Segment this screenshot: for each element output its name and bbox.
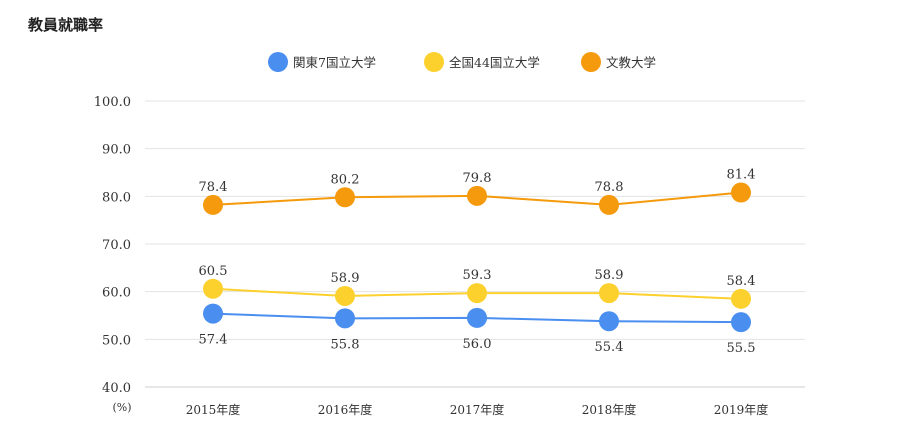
data-point <box>203 278 223 299</box>
data-label: 81.4 <box>727 168 756 183</box>
data-label: 55.5 <box>727 341 756 356</box>
data-point <box>467 307 487 328</box>
x-tick-label: 2015年度 <box>186 402 241 417</box>
data-label: 55.4 <box>595 340 624 355</box>
y-unit-label: (%) <box>112 401 131 414</box>
data-label: 59.3 <box>463 268 492 283</box>
chart-title: 教員就職率 <box>28 16 104 34</box>
y-tick-label: 100.0 <box>94 95 131 110</box>
data-point <box>335 308 355 329</box>
series-3: 78.4 80.2 79.8 78.8 81.4 <box>199 168 756 215</box>
data-label: 60.5 <box>199 264 228 279</box>
y-axis: 100.0 90.0 80.0 70.0 60.0 50.0 40.0 <box>94 95 131 396</box>
data-label: 56.0 <box>463 337 492 352</box>
series-2: 60.5 58.9 59.3 58.9 58.4 <box>199 264 756 309</box>
x-tick-label: 2017年度 <box>450 402 505 417</box>
y-tick-label: 50.0 <box>102 333 131 348</box>
x-tick-label: 2018年度 <box>582 402 637 417</box>
legend-marker <box>268 52 288 72</box>
data-label: 58.9 <box>595 268 624 283</box>
data-point <box>203 194 223 215</box>
legend-label: 全国44国立大学 <box>449 55 540 70</box>
x-axis: 2015年度 2016年度 2017年度 2018年度 2019年度 <box>186 402 769 417</box>
data-label: 55.8 <box>331 337 360 352</box>
data-point <box>599 194 619 215</box>
y-tick-label: 90.0 <box>102 143 131 158</box>
data-point <box>731 288 751 309</box>
data-point <box>335 285 355 306</box>
legend-label: 関東7国立大学 <box>293 55 376 70</box>
legend-label: 文教大学 <box>606 55 656 70</box>
y-tick-label: 80.0 <box>102 190 131 205</box>
data-point <box>335 187 355 208</box>
data-label: 57.4 <box>199 333 228 348</box>
data-point <box>467 283 487 304</box>
x-tick-label: 2019年度 <box>714 402 769 417</box>
data-label: 79.8 <box>463 171 492 186</box>
data-label: 80.2 <box>331 172 360 187</box>
data-point <box>203 303 223 324</box>
data-label: 78.4 <box>199 180 228 195</box>
data-point <box>599 283 619 304</box>
data-point <box>599 311 619 332</box>
data-label: 58.9 <box>331 271 360 286</box>
series-layer: 57.4 55.8 56.0 55.4 55.5 60.5 58.9 59.3 58.9 58.4… <box>199 168 756 357</box>
data-label: 78.8 <box>595 180 624 195</box>
x-tick-label: 2016年度 <box>318 402 373 417</box>
y-tick-label: 60.0 <box>102 286 131 301</box>
legend: 関東7国立大学 全国44国立大学 文教大学 <box>268 52 656 72</box>
data-point <box>731 182 751 203</box>
data-point <box>467 185 487 206</box>
series-1: 57.4 55.8 56.0 55.4 55.5 <box>199 303 756 356</box>
y-tick-label: 70.0 <box>102 238 131 253</box>
legend-item: 関東7国立大学 <box>268 52 376 72</box>
y-tick-label: 40.0 <box>102 381 131 396</box>
legend-marker <box>581 52 601 72</box>
legend-item: 文教大学 <box>581 52 656 72</box>
legend-item: 全国44国立大学 <box>424 52 540 72</box>
data-label: 58.4 <box>727 274 756 289</box>
legend-marker <box>424 52 444 72</box>
data-point <box>731 312 751 333</box>
